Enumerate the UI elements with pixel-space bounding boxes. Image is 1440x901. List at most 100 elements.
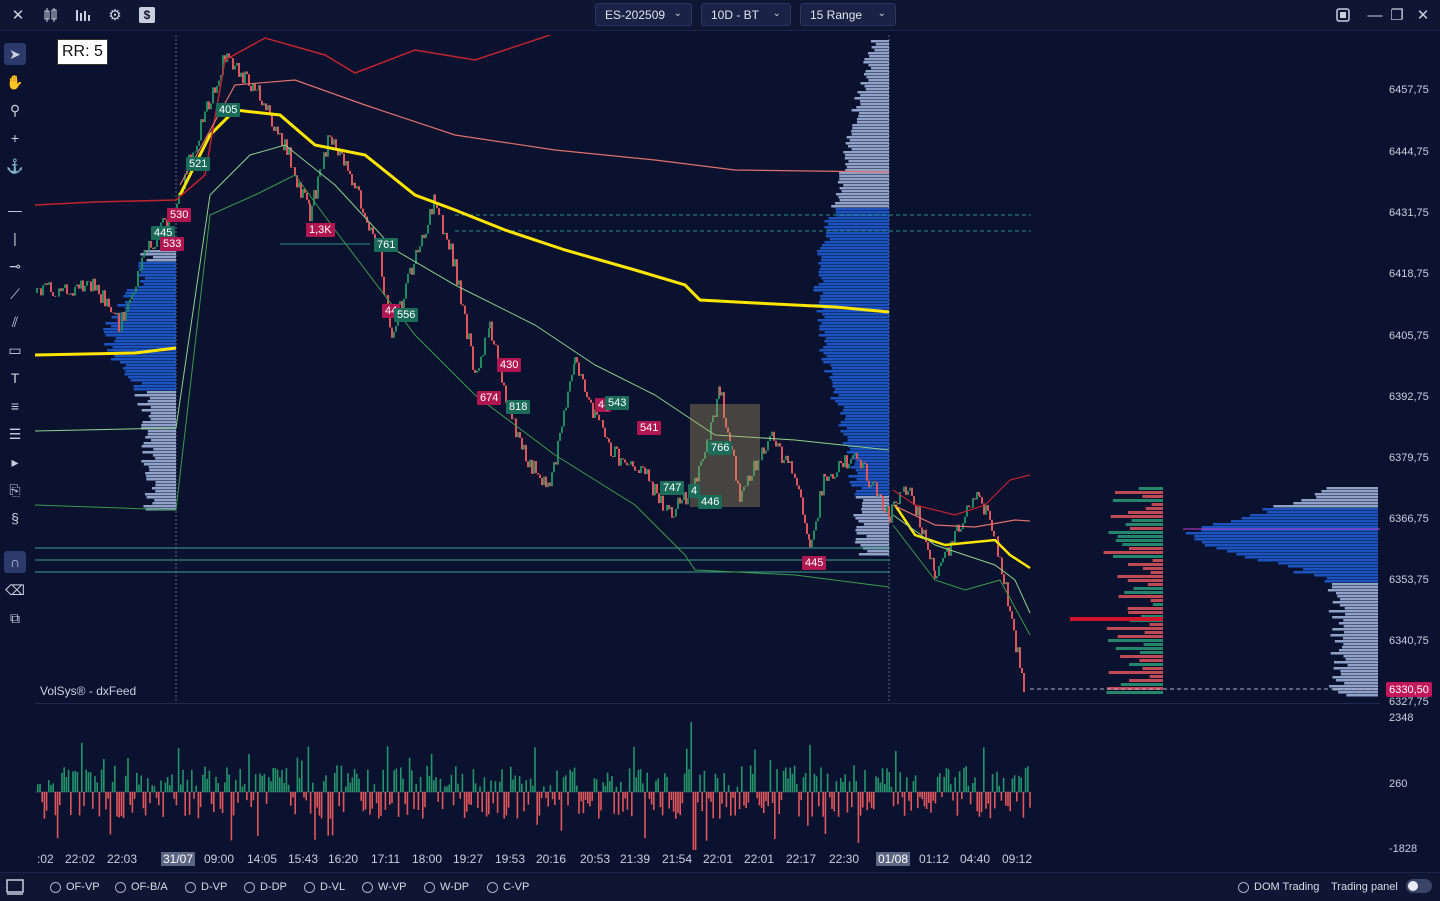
zoom-icon[interactable]: ⚲ bbox=[4, 99, 26, 121]
restore-icon[interactable]: ❐ bbox=[1386, 4, 1408, 26]
rr-label[interactable]: RR: 5 bbox=[57, 39, 108, 65]
trade-size-tag[interactable]: 405 bbox=[216, 103, 240, 117]
study-w-dp[interactable]: W-DP bbox=[424, 881, 469, 893]
delta-bar bbox=[52, 783, 54, 792]
panel-icon[interactable] bbox=[4, 876, 26, 898]
price-chart[interactable] bbox=[35, 35, 1380, 703]
channel-icon[interactable]: ⫽ bbox=[4, 311, 26, 333]
hand-icon[interactable]: ✋ bbox=[4, 71, 26, 93]
delta-bar bbox=[145, 792, 147, 815]
close-window-icon[interactable]: ✕ bbox=[1412, 4, 1434, 26]
vline-icon[interactable]: | bbox=[4, 227, 26, 249]
price-label: 6340,75 bbox=[1389, 635, 1429, 647]
trade-size-tag[interactable]: 766 bbox=[708, 441, 732, 455]
time-label: 22:02 bbox=[65, 852, 95, 866]
order-icon[interactable]: ⎘ bbox=[4, 479, 26, 501]
study-d-vl[interactable]: D-VL bbox=[304, 881, 345, 893]
text-icon[interactable]: T bbox=[4, 367, 26, 389]
delta-bar bbox=[686, 749, 688, 792]
delta-ladder-bar bbox=[1124, 591, 1163, 594]
time-label: 19:53 bbox=[495, 852, 525, 866]
layers-icon[interactable]: ⧉ bbox=[4, 607, 26, 629]
volume-profile-bar bbox=[1242, 517, 1378, 520]
symbol-select[interactable]: ES-202509 ⌄ bbox=[595, 3, 692, 26]
study-d-dp[interactable]: D-DP bbox=[244, 881, 287, 893]
trade-size-tag[interactable]: 818 bbox=[506, 400, 530, 414]
delta-bar bbox=[189, 792, 191, 815]
fib-icon[interactable]: ≡ bbox=[4, 395, 26, 417]
volume-profile-bar bbox=[819, 271, 889, 274]
volume-profile-bar bbox=[131, 379, 176, 382]
volume-profile-bar bbox=[856, 529, 889, 532]
volume-profile-bar bbox=[826, 337, 889, 340]
trade-size-tag[interactable]: 521 bbox=[186, 157, 210, 171]
volume-profile-bar bbox=[830, 238, 889, 241]
dom-trading-radio[interactable]: DOM Trading bbox=[1238, 881, 1319, 893]
ray-icon[interactable]: ⊸ bbox=[4, 255, 26, 277]
time-axis[interactable]: :02 22:02 22:03 31/07 09:00 14:05 15:43 16:20 17… bbox=[35, 850, 1380, 868]
delta-bar bbox=[107, 792, 109, 799]
delta-bar bbox=[486, 792, 488, 817]
volume-profile-bar bbox=[835, 400, 889, 403]
delta-bar bbox=[63, 767, 65, 792]
dollar-icon[interactable]: $ bbox=[136, 4, 158, 26]
trendline-icon[interactable]: ⟋ bbox=[4, 283, 26, 305]
study-w-vp[interactable]: W-VP bbox=[362, 881, 407, 893]
trading-panel-toggle[interactable] bbox=[1406, 879, 1432, 893]
delta-bar bbox=[875, 776, 877, 792]
delta-bar bbox=[323, 781, 325, 792]
price-axis[interactable]: 6457,75 6444,75 6431,75 6418,75 6405,75 … bbox=[1380, 35, 1440, 855]
trade-size-tag[interactable]: 543 bbox=[605, 396, 629, 410]
hline-icon[interactable]: — bbox=[4, 199, 26, 221]
delta-bar bbox=[57, 792, 59, 838]
upper-band-red-s3 bbox=[893, 475, 1030, 515]
trade-size-tag[interactable]: 556 bbox=[394, 308, 418, 322]
screenshot-icon[interactable] bbox=[1332, 4, 1354, 26]
delta-bar bbox=[77, 772, 79, 792]
lines-icon[interactable]: ☰ bbox=[4, 423, 26, 445]
crosshair-icon[interactable]: + bbox=[4, 127, 26, 149]
study-d-vp[interactable]: D-VP bbox=[185, 881, 227, 893]
delta-bar bbox=[662, 792, 664, 815]
bar-chart-icon[interactable] bbox=[72, 4, 94, 26]
price-chart-canvas[interactable] bbox=[35, 35, 1380, 703]
study-of-ba[interactable]: OF-B/A bbox=[115, 881, 168, 893]
rectangle-icon[interactable]: ▭ bbox=[4, 339, 26, 361]
delta-bar bbox=[279, 777, 281, 792]
volume-profile-bar bbox=[1337, 595, 1378, 598]
settings-s-icon[interactable]: § bbox=[4, 507, 26, 529]
arrow-icon[interactable]: ▸ bbox=[4, 451, 26, 473]
period-select[interactable]: 10D - BT ⌄ bbox=[701, 3, 791, 26]
delta-ladder-bar bbox=[1108, 639, 1163, 642]
trade-size-tag[interactable]: 533 bbox=[160, 237, 184, 251]
trade-size-tag[interactable]: 430 bbox=[497, 358, 521, 372]
delta-bar bbox=[442, 792, 444, 809]
bar-compare-icon[interactable] bbox=[40, 4, 62, 26]
cursor-icon[interactable]: ➤ bbox=[4, 43, 26, 65]
trade-size-tag[interactable]: 747 bbox=[660, 481, 684, 495]
delta-bar bbox=[448, 785, 450, 792]
eraser-icon[interactable]: ⌫ bbox=[4, 579, 26, 601]
trade-size-tag[interactable]: 530 bbox=[167, 208, 191, 222]
study-c-vp[interactable]: C-VP bbox=[487, 881, 529, 893]
delta-bar bbox=[534, 747, 536, 792]
gear-icon[interactable]: ⚙ bbox=[104, 4, 126, 26]
trade-size-tag[interactable]: 446 bbox=[698, 495, 722, 509]
trade-size-tag[interactable]: 761 bbox=[374, 238, 398, 252]
trade-size-tag[interactable]: 1,3K bbox=[306, 223, 335, 237]
close-icon[interactable]: ✕ bbox=[7, 4, 29, 26]
trade-size-tag[interactable]: 541 bbox=[637, 421, 661, 435]
trade-size-tag[interactable]: 445 bbox=[802, 556, 826, 570]
minimize-icon[interactable]: — bbox=[1364, 4, 1386, 26]
trade-size-tag[interactable]: 674 bbox=[477, 391, 501, 405]
highlight-zone[interactable] bbox=[690, 404, 760, 507]
volume-profile-bar bbox=[826, 232, 889, 235]
delta-histogram[interactable] bbox=[35, 705, 1380, 850]
delta-histogram-canvas[interactable] bbox=[35, 705, 1380, 850]
range-select[interactable]: 15 Range ⌄ bbox=[800, 3, 896, 26]
magnet-icon[interactable]: ∩ bbox=[4, 551, 26, 573]
study-of-vp[interactable]: OF-VP bbox=[50, 881, 100, 893]
anchor-icon[interactable]: ⚓ bbox=[4, 155, 26, 177]
volume-profile-bar bbox=[155, 484, 176, 487]
dom-trading-label: DOM Trading bbox=[1254, 881, 1319, 893]
